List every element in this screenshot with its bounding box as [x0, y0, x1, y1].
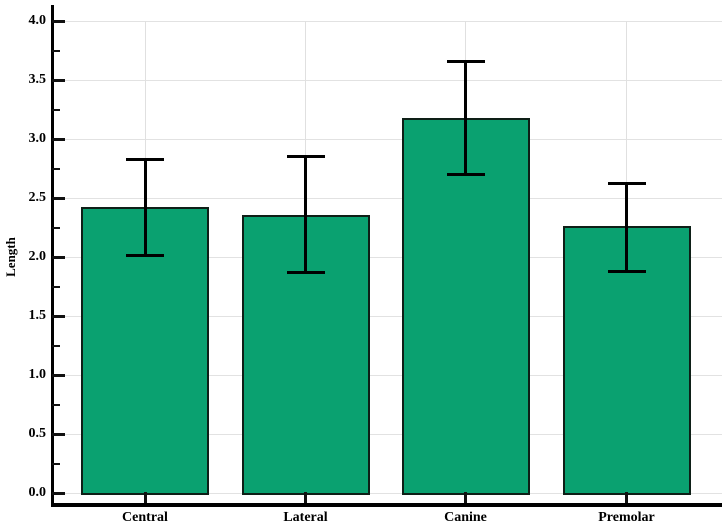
y-minor-tick	[52, 49, 60, 52]
y-major-tick	[52, 373, 65, 377]
y-gridline	[52, 138, 722, 140]
error-bar-line	[625, 183, 628, 272]
error-bar-line	[304, 156, 307, 273]
error-bar-cap	[286, 155, 325, 159]
y-tick-label: 2.5	[28, 190, 47, 205]
y-minor-tick	[52, 462, 60, 465]
y-minor-tick	[52, 344, 60, 347]
error-bar-cap	[286, 270, 325, 274]
y-gridline	[52, 79, 722, 81]
x-tick	[625, 492, 628, 503]
y-major-tick	[52, 255, 65, 259]
error-bar-cap	[446, 172, 485, 176]
error-bar-cap	[126, 157, 164, 161]
error-bar-cap	[446, 59, 485, 63]
y-major-tick	[52, 196, 65, 200]
y-gridline	[52, 197, 722, 199]
y-gridline	[52, 374, 722, 376]
y-minor-tick	[52, 226, 60, 229]
y-tick-label: 3.5	[28, 72, 47, 87]
y-gridline	[52, 20, 722, 22]
y-tick-label: 0.5	[28, 426, 47, 441]
error-bar-line	[464, 61, 467, 175]
y-major-tick	[52, 432, 65, 436]
x-tick	[464, 492, 467, 503]
y-tick-label: 3.0	[28, 131, 47, 146]
y-gridline	[52, 492, 722, 494]
y-tick-label: 4.0	[28, 13, 47, 28]
x-tick-label-canine: Canine	[444, 510, 487, 525]
y-minor-tick	[52, 285, 60, 288]
y-tick-label: 2.0	[28, 249, 47, 264]
y-tick-label: 1.5	[28, 308, 47, 323]
y-major-tick	[52, 314, 65, 318]
x-tick-label-central: Central	[122, 510, 168, 525]
y-gridline	[52, 433, 722, 435]
y-major-tick	[52, 137, 65, 141]
error-bar-cap	[607, 269, 646, 273]
error-bar-line	[143, 159, 147, 256]
error-bar-cap	[607, 182, 646, 186]
y-minor-tick	[52, 108, 60, 111]
y-gridline	[52, 256, 722, 258]
x-tick	[143, 492, 147, 503]
x-tick-label-lateral: Lateral	[283, 510, 328, 525]
x-tick-label-premolar: Premolar	[598, 510, 655, 525]
y-tick-label: 0.0	[28, 485, 47, 500]
y-major-tick	[52, 78, 65, 82]
y-gridline	[52, 315, 722, 317]
error-bar-cap	[126, 254, 164, 258]
y-tick-label: 1.0	[28, 367, 47, 382]
x-tick	[304, 492, 307, 503]
y-minor-tick	[52, 403, 60, 406]
x-axis-line	[50, 503, 722, 507]
bar-canine	[401, 117, 530, 495]
bar-premolar	[562, 226, 691, 495]
y-major-tick	[52, 491, 65, 495]
y-minor-tick	[52, 167, 60, 170]
y-major-tick	[52, 19, 65, 23]
